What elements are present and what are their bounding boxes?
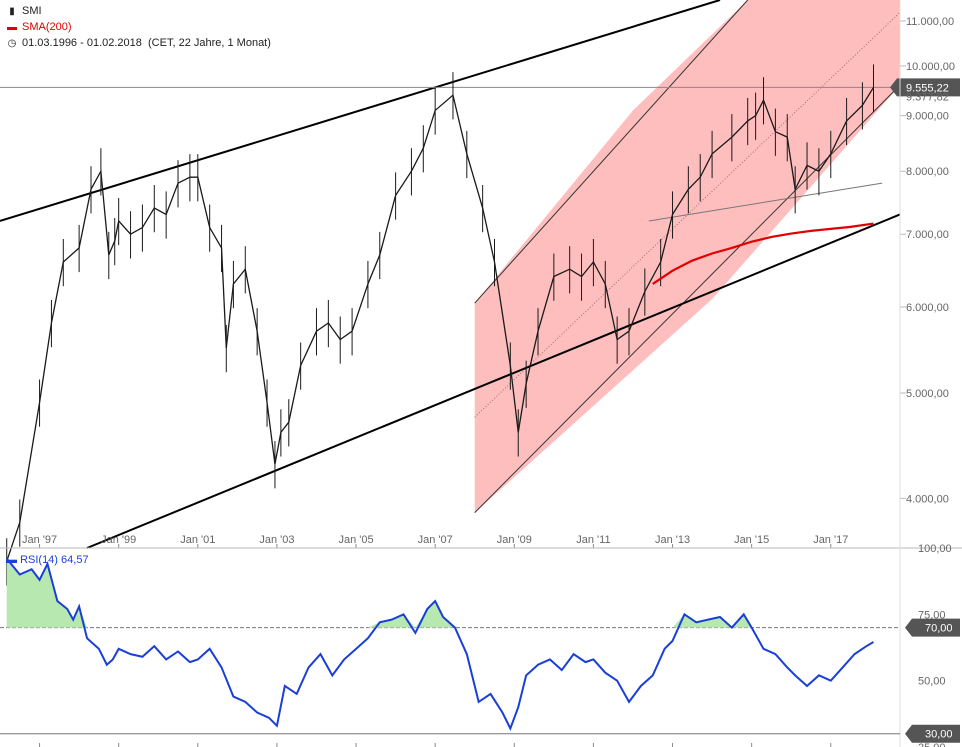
x-tick-label-9: Jan '15	[734, 534, 769, 546]
x-tick-label-4: Jan '05	[338, 534, 373, 546]
candlestick-icon: ▮	[9, 6, 15, 17]
legend-symbol-label: SMI	[22, 5, 42, 17]
last-price-badge-label: 9.555,22	[906, 82, 949, 94]
rsi-y-tick-label-1: 75,00	[918, 609, 946, 621]
upper-trend-line	[0, 0, 721, 222]
rsi-legend-value: 64,57	[61, 554, 89, 566]
x-tick-label-6: Jan '09	[497, 534, 532, 546]
hidden-price-label: 9.377,82	[906, 91, 949, 103]
price-y-tick-label-2: 9.000,00	[906, 111, 949, 123]
x-tick-label-8: Jan '13	[655, 534, 690, 546]
channel-upper-line	[474, 0, 749, 304]
legend-sma: ▬ SMA(200)	[6, 21, 72, 33]
last-price-badge	[890, 78, 960, 97]
price-y-tick-label-0: 11.000,00	[906, 16, 954, 28]
rsi-ref-badge-label-30: 30,00	[925, 729, 953, 741]
rsi-legend-icon: ▬	[6, 554, 17, 566]
rsi-overbought-fill	[6, 558, 874, 628]
rsi-y-tick-label-0: 100,00	[918, 543, 952, 555]
lower-trend-line	[86, 213, 901, 549]
rsi-ref-badge-label-70: 70,00	[925, 623, 953, 635]
legend-info-label: (CET, 22 Jahre, 1 Monat)	[148, 37, 271, 49]
rsi-y-tick-label-2: 50,00	[918, 676, 946, 688]
legend-symbol: ▮ SMI	[6, 5, 42, 17]
rsi-line	[5, 557, 874, 731]
x-tick-label-10: Jan '17	[813, 534, 848, 546]
x-tick-label-7: Jan '11	[576, 534, 610, 546]
price-y-tick-label-7: 4.000,00	[906, 493, 949, 505]
legend-period: ◷ 01.03.1996 - 01.02.2018 (CET, 22 Jahre,…	[6, 37, 271, 49]
red-line-icon: ▬	[7, 22, 17, 33]
price-y-tick-label-4: 7.000,00	[906, 229, 949, 241]
x-tick-label-1: Jan '99	[101, 534, 136, 546]
rsi-ref-badge-70	[905, 618, 960, 637]
sma-line	[652, 222, 874, 285]
trend-channel	[474, 0, 900, 513]
support-line	[648, 182, 883, 222]
x-tick-label-5: Jan '07	[418, 534, 453, 546]
channel-mid-line	[474, 12, 901, 418]
price-y-tick-label-6: 5.000,00	[906, 388, 949, 400]
x-tick-label-3: Jan '03	[259, 534, 294, 546]
rsi-ref-badge-30	[905, 724, 960, 743]
price-y-tick-label-5: 6.000,00	[906, 302, 949, 314]
x-tick-label-2: Jan '01	[180, 534, 215, 546]
rsi-legend: ▬ RSI(14) 64,57	[6, 554, 89, 566]
price-y-tick-label-1: 10.000,00	[906, 61, 955, 73]
rsi-legend-label: RSI(14)	[20, 554, 58, 566]
price-y-tick-label-3: 8.000,00	[906, 166, 949, 178]
clock-icon: ◷	[7, 38, 17, 49]
legend-period-label: 01.03.1996 - 01.02.2018	[22, 37, 142, 49]
x-tick-label-0: Jan '97	[22, 534, 57, 546]
legend-sma-label: SMA(200)	[22, 21, 72, 33]
rsi-y-tick-label-3: 25,00	[918, 742, 946, 747]
